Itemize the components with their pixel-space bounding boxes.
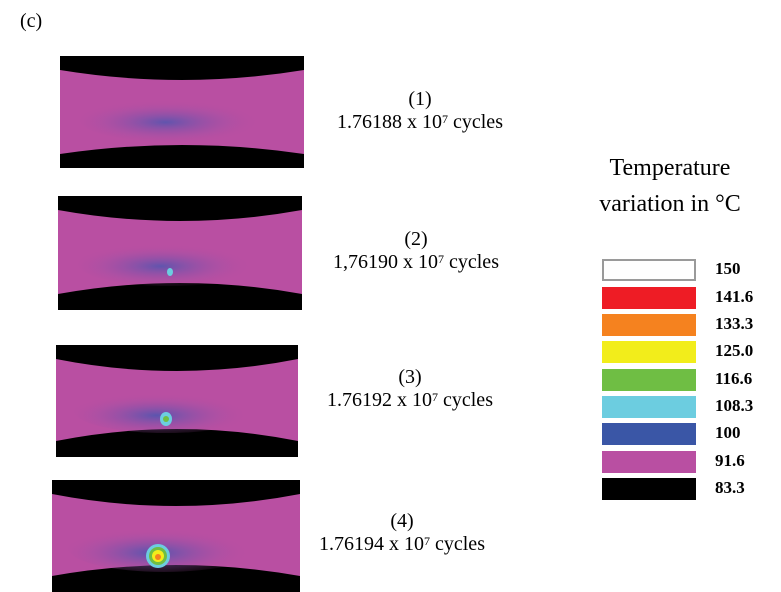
legend-title: Temperature variation in °C — [560, 150, 780, 222]
legend-swatch — [602, 369, 696, 391]
thermogram-2 — [58, 196, 302, 310]
legend-swatch — [602, 423, 696, 445]
legend-value: 133.3 — [715, 314, 754, 333]
thermogram-1 — [60, 56, 304, 168]
panel-label: (c) — [20, 10, 43, 32]
legend-value: 141.6 — [715, 287, 754, 306]
legend-value: 83.3 — [715, 478, 745, 497]
legend-value: 125.0 — [715, 341, 754, 360]
frame-caption-1: (1) 1.76188 x 107 cycles — [300, 88, 540, 134]
thermogram-4 — [52, 480, 300, 592]
thermogram-3 — [56, 345, 298, 457]
legend-value: 116.6 — [715, 369, 753, 388]
legend-swatch — [602, 259, 696, 281]
frame-cycles-2: 1,76190 x 107 cycles — [333, 251, 499, 273]
legend-title-line1: Temperature — [609, 155, 731, 181]
frame-index-2: (2) — [404, 228, 428, 250]
frame-caption-3: (3) 1.76192 x 107 cycles — [290, 366, 530, 412]
legend-swatch — [602, 287, 696, 309]
frame-caption-2: (2) 1,76190 x 107 cycles — [296, 228, 536, 274]
frame-caption-4: (4) 1.76194 x 107 cycles — [282, 510, 522, 556]
legend-swatch — [602, 451, 696, 473]
legend-swatch — [602, 478, 696, 500]
frame-cycles-4: 1.76194 x 107 cycles — [319, 533, 485, 555]
legend-value: 100 — [715, 423, 741, 442]
frame-index-1: (1) — [408, 88, 432, 110]
legend-value: 150 — [715, 259, 741, 278]
legend-swatch — [602, 314, 696, 336]
legend-title-line2: variation in °C — [599, 191, 741, 217]
frame-index-3: (3) — [398, 366, 422, 388]
frame-cycles-1: 1.76188 x 107 cycles — [337, 111, 503, 133]
frame-cycles-3: 1.76192 x 107 cycles — [327, 389, 493, 411]
legend-swatch — [602, 396, 696, 418]
legend-value: 91.6 — [715, 451, 745, 470]
frame-index-4: (4) — [390, 510, 414, 532]
legend-value: 108.3 — [715, 396, 754, 415]
legend-swatch — [602, 341, 696, 363]
